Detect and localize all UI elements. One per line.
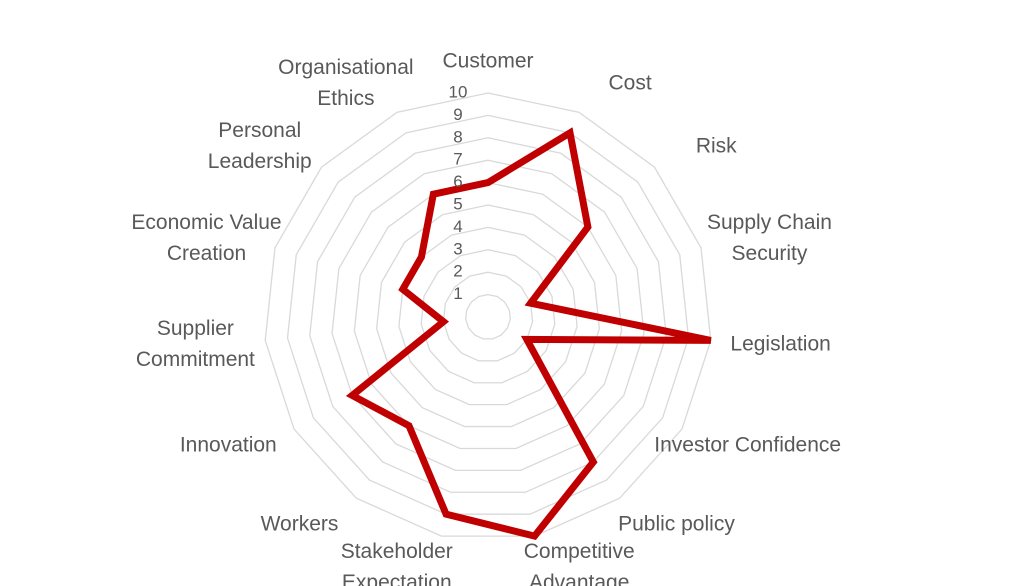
category-label: Cost <box>608 71 652 95</box>
category-label: Public policy <box>618 512 735 536</box>
category-label: Economic Value Creation <box>131 210 282 265</box>
category-label: Organisational Ethics <box>278 56 414 111</box>
r-tick-label: 9 <box>453 105 462 124</box>
category-label: Supplier Commitment <box>135 316 255 371</box>
grid-ring <box>465 293 511 340</box>
category-label: Workers <box>260 512 339 536</box>
r-tick-label: 6 <box>453 172 462 191</box>
r-tick-label: 7 <box>453 150 462 169</box>
grid-ring <box>331 159 645 472</box>
r-tick-label: 4 <box>453 217 462 236</box>
category-label: Risk <box>695 134 737 158</box>
category-label: Competitive Advantage <box>523 540 635 586</box>
grid-ring <box>286 114 690 515</box>
category-label: Supply Chain Security <box>707 210 832 265</box>
grid-ring <box>375 204 601 428</box>
category-label: Personal Leadership <box>207 118 312 173</box>
data-line <box>345 127 712 541</box>
category-label: Stakeholder Expectation <box>340 540 453 586</box>
r-tick-label: 10 <box>449 82 468 101</box>
category-label: Investor Confidence <box>654 433 842 457</box>
r-tick-label: 2 <box>453 262 462 281</box>
r-tick-label: 3 <box>453 239 462 258</box>
grid-ring <box>353 181 623 450</box>
grid-ring <box>264 92 712 537</box>
category-label: Innovation <box>179 433 277 457</box>
r-tick-label: 5 <box>453 194 462 213</box>
category-label: Legislation <box>730 332 831 356</box>
r-tick-label: 8 <box>453 127 462 146</box>
grid-ring <box>442 271 534 362</box>
r-tick-label: 1 <box>453 284 462 303</box>
category-label: Customer <box>442 49 534 73</box>
grid-ring <box>309 137 667 493</box>
